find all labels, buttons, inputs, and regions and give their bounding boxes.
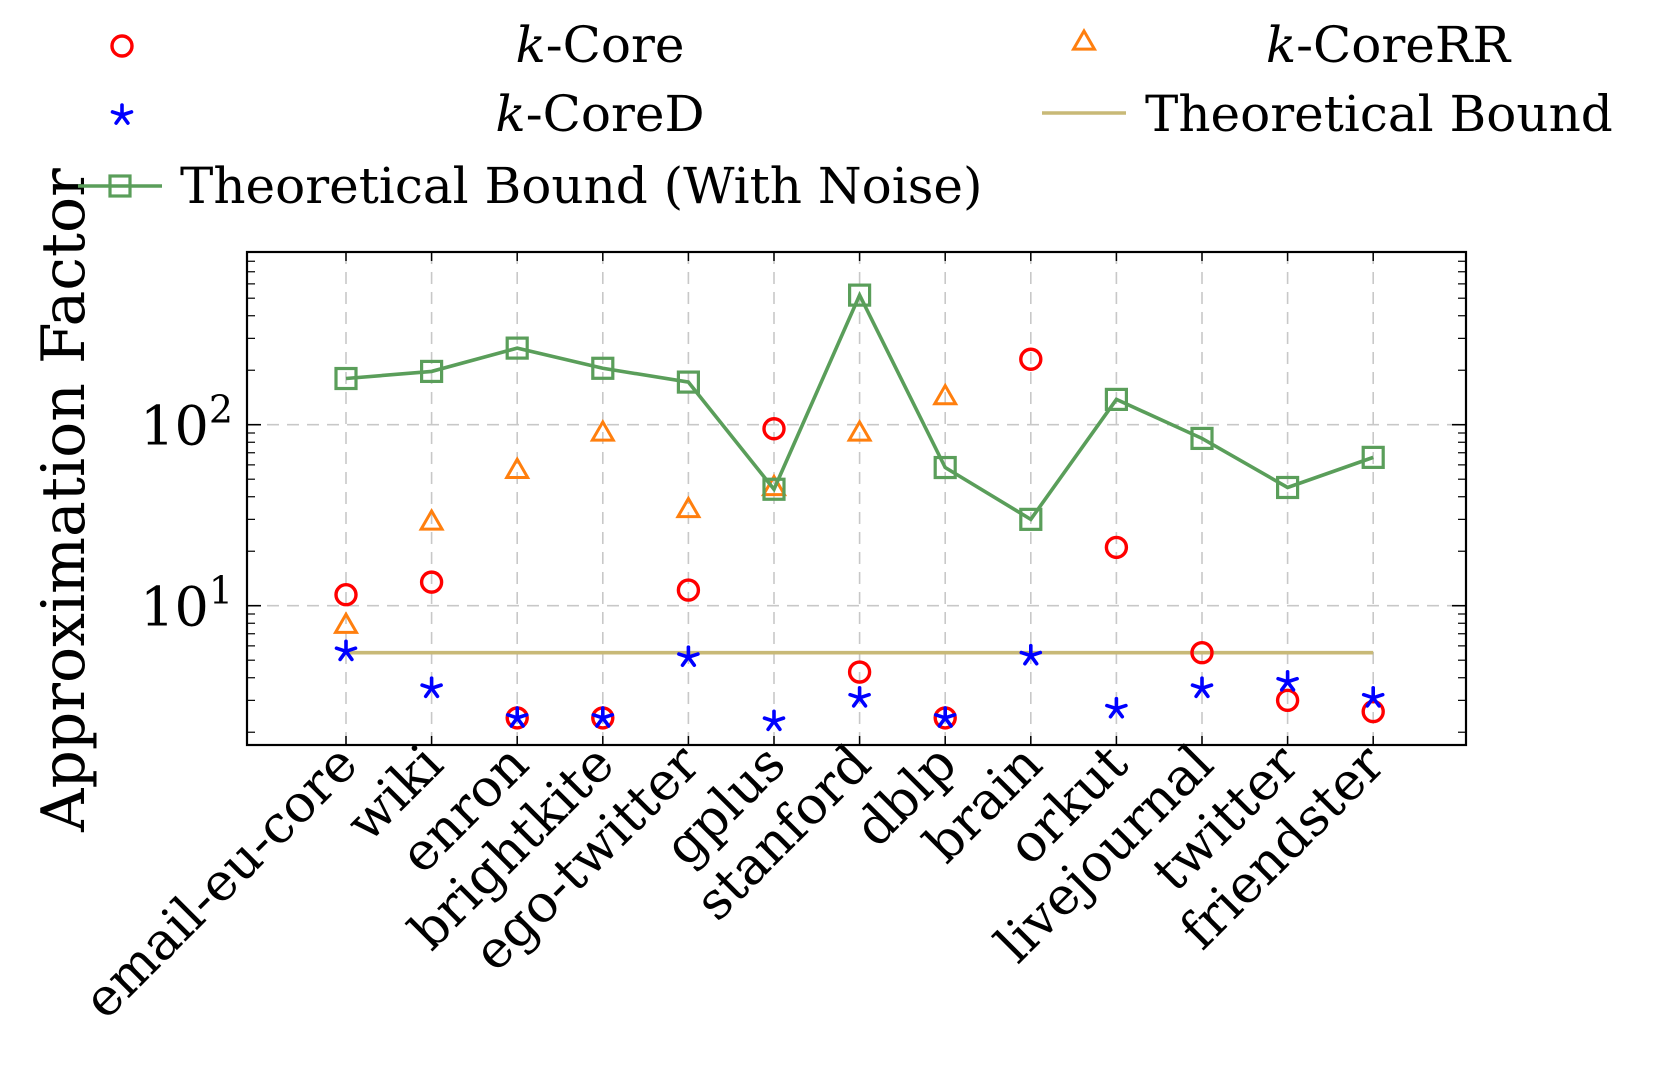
legend-label: Theoretical Bound: [1145, 85, 1613, 143]
legend-label: k-CoreRR: [1266, 16, 1512, 74]
y-tick-label: 102: [140, 388, 233, 458]
x-tick-label: email-eu-core: [72, 734, 369, 1031]
legend: k-Core k-CoreRR k-CoreD Theoretical Bound Th…: [78, 16, 1613, 215]
series-kcore: [334, 347, 1385, 730]
kcore-point: [1275, 688, 1300, 713]
y-tick-labels: 101 102: [140, 388, 233, 639]
bound-noise-point: [933, 455, 957, 480]
series-kcorerr: [332, 382, 959, 634]
kcore-point: [419, 570, 444, 594]
y-tick-label: 101: [140, 569, 233, 639]
kcored-point: [1276, 669, 1299, 692]
bound-noise-point: [1361, 445, 1385, 469]
kcored-point: [1190, 676, 1214, 699]
bound-noise-line: [345, 290, 1374, 522]
kcore-point: [1019, 347, 1043, 371]
bound-noise-point: [1104, 387, 1129, 411]
legend-item-kcorerr: k-CoreRR: [1070, 16, 1512, 74]
kcored-point: [848, 685, 871, 708]
kcorerr-point: [504, 456, 531, 479]
kcored-point: [762, 709, 786, 732]
kcored-point: [591, 706, 615, 728]
bound-noise-point: [847, 283, 872, 307]
kcored-point: [334, 639, 358, 662]
legend-item-bound_noise: Theoretical Bound (With Noise): [78, 157, 982, 215]
bound-noise-point: [1275, 475, 1300, 500]
kcore-point: [1104, 535, 1129, 560]
legend-marker: [110, 103, 134, 125]
kcore-point: [1361, 699, 1385, 724]
legend-label: Theoretical Bound (With Noise): [180, 157, 982, 215]
kcore-point: [676, 578, 701, 602]
kcore-point: [847, 660, 872, 684]
kcored-point: [1019, 643, 1043, 666]
kcore-point: [1190, 641, 1214, 665]
legend-label: k-Core: [515, 16, 684, 74]
series-layer: [332, 283, 1385, 732]
legend-marker: [108, 174, 132, 198]
kcored-point: [1105, 696, 1128, 719]
bound-noise-point: [676, 370, 701, 394]
legend-item-bound: Theoretical Bound: [1042, 85, 1613, 143]
series-kcored: [334, 639, 1385, 732]
kcorerr-point: [846, 418, 873, 442]
bound-noise-point: [1190, 426, 1214, 451]
kcored-point: [505, 706, 529, 728]
legend-marker: [110, 34, 134, 58]
kcored-point: [933, 706, 957, 728]
kcore-point: [762, 417, 786, 441]
bound-noise-point: [591, 356, 615, 380]
kcore-point: [334, 583, 358, 607]
kcorerr-point: [932, 382, 959, 406]
bound-noise-point: [505, 336, 529, 360]
legend-marker: [1070, 27, 1098, 51]
kcored-point: [420, 676, 443, 699]
bound-noise-point: [420, 359, 444, 384]
kcorerr-point: [589, 418, 616, 442]
bound-noise-point: [334, 366, 358, 391]
legend-label: k-CoreD: [495, 85, 704, 143]
kcorerr-point: [675, 495, 702, 519]
x-tick-labels: email-eu-corewikienronbrightkiteego-twit…: [72, 734, 1396, 1031]
bound-noise-point: [762, 477, 786, 501]
series-theoretical-bound-noise: [334, 283, 1385, 531]
legend-item-kcored: k-CoreD: [110, 85, 705, 143]
legend-item-kcore: k-Core: [110, 16, 685, 74]
kcorerr-point: [332, 611, 360, 634]
kcored-point: [677, 645, 700, 668]
axis-ticks: [247, 251, 1466, 745]
bound-noise-point: [1019, 507, 1043, 531]
y-axis-title: Approximation Factor: [29, 168, 99, 833]
kcored-point: [1361, 685, 1385, 708]
plot-area-frame: [245, 250, 1468, 747]
kcorerr-point: [418, 508, 445, 531]
